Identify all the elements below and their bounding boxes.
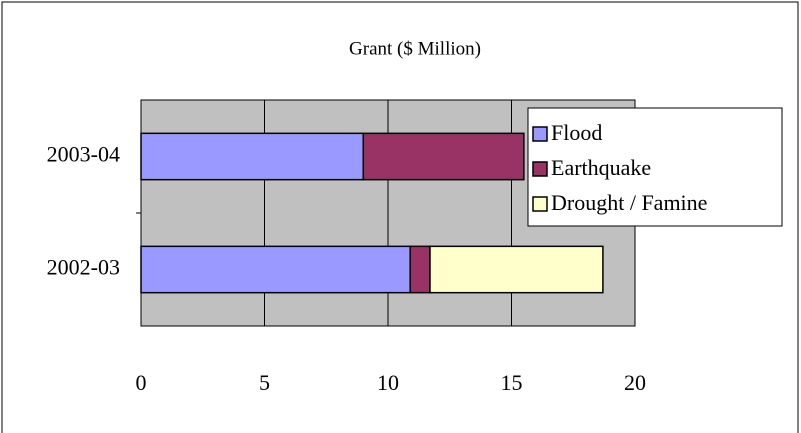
x-tick-label: 5 (259, 370, 270, 395)
x-tick-label: 0 (136, 370, 147, 395)
legend-label: Drought / Famine (551, 190, 707, 215)
y-tick-label: 2002-03 (47, 255, 120, 280)
legend-swatch (532, 126, 548, 142)
bar-segment (362, 132, 525, 181)
legend-swatch (532, 196, 548, 212)
legend-swatch (532, 161, 548, 177)
legend-label: Flood (551, 120, 602, 145)
x-tick-label: 15 (501, 370, 523, 395)
legend-box (527, 107, 783, 227)
x-tick-label: 10 (377, 370, 399, 395)
bar-segment (140, 245, 411, 294)
bar-segment (429, 245, 604, 294)
y-tick-label: 2003-04 (47, 142, 120, 167)
x-tick-label: 20 (624, 370, 646, 395)
chart-title: Grant ($ Million) (349, 38, 481, 59)
bar-segment (409, 245, 431, 294)
legend-label: Earthquake (551, 155, 651, 180)
bar-segment (140, 132, 365, 181)
